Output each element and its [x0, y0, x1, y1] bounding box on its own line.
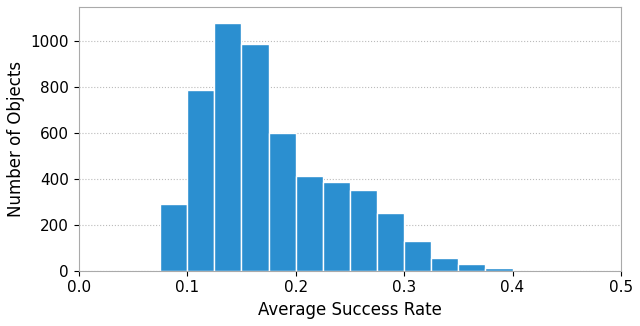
Bar — [350, 190, 377, 271]
Bar — [404, 241, 431, 271]
Bar — [214, 23, 241, 271]
Y-axis label: Number of Objects: Number of Objects — [7, 61, 25, 217]
X-axis label: Average Success Rate: Average Success Rate — [258, 301, 442, 319]
Bar — [431, 258, 458, 271]
Bar — [485, 268, 513, 271]
Bar — [323, 183, 350, 271]
Bar — [187, 90, 214, 271]
Bar — [377, 214, 404, 271]
Bar — [269, 133, 296, 271]
Bar — [241, 44, 269, 271]
Bar — [458, 264, 485, 271]
Bar — [296, 176, 323, 271]
Bar — [160, 204, 187, 271]
